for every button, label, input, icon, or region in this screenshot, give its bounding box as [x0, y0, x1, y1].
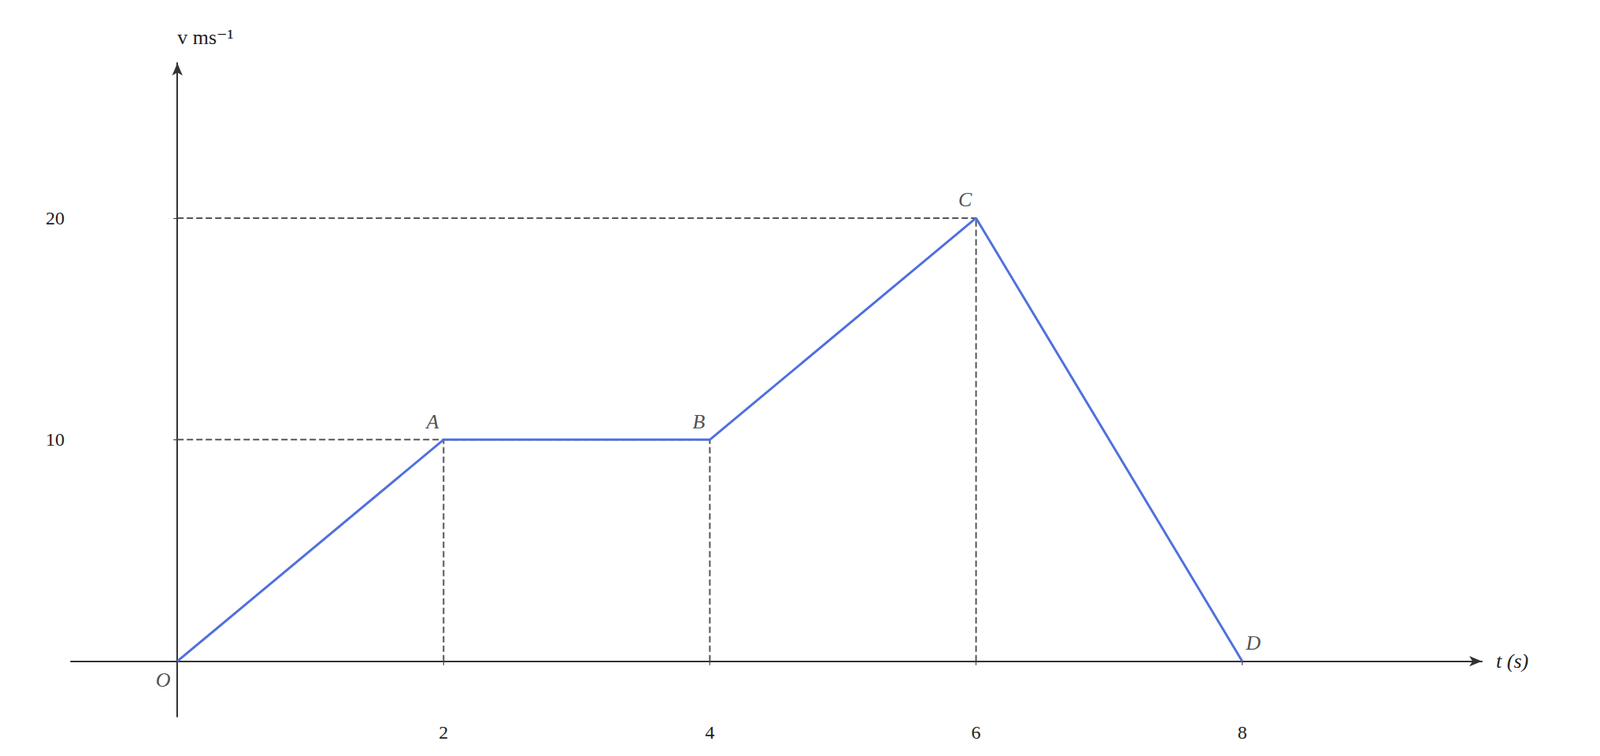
- svg-text:10: 10: [45, 429, 65, 450]
- svg-text:v ms⁻¹: v ms⁻¹: [177, 25, 234, 49]
- svg-text:20: 20: [45, 207, 65, 229]
- svg-text:t (s): t (s): [1496, 649, 1529, 673]
- svg-text:O: O: [155, 668, 171, 692]
- svg-text:A: A: [424, 410, 439, 434]
- svg-text:2: 2: [438, 722, 449, 743]
- svg-text:4: 4: [704, 722, 715, 743]
- svg-text:B: B: [692, 410, 706, 434]
- svg-text:6: 6: [971, 722, 982, 743]
- svg-text:8: 8: [1237, 722, 1248, 743]
- svg-text:D: D: [1244, 631, 1261, 655]
- svg-text:C: C: [958, 188, 973, 212]
